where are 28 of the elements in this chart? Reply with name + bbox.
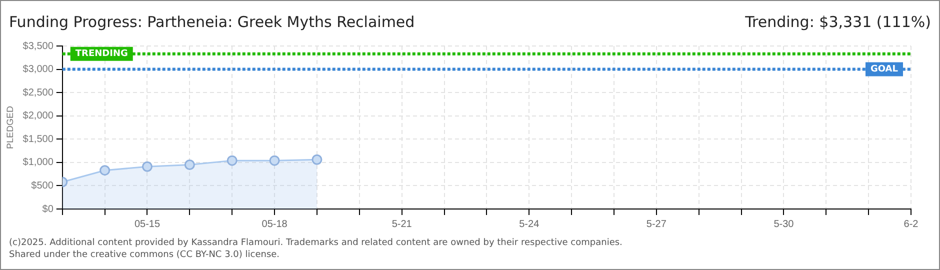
point (142, 161, 152, 172)
x-tick-label: 05-18 (262, 218, 288, 230)
y-tick-label: $2,500 (22, 87, 54, 98)
y-tick-label: $3,000 (22, 64, 54, 76)
chart-title: Funding Progress: Partheneia: Greek Myths Reclaimed (9, 13, 415, 31)
y-tick-label: $500 (31, 180, 54, 192)
text: Trending: $3,331 (111%) (745, 13, 931, 31)
y-tick-label: $1,000 (22, 157, 54, 168)
text: (c)2025. Additional content provided by Kassandra Flamouri. Trademarks and related content are owned by their respective companies. (9, 237, 622, 249)
ref-line-label: TRENDING (75, 49, 128, 60)
x-tick-label: 5-27 (646, 218, 667, 230)
x-tick-label: 5-21 (392, 218, 412, 230)
ref-line-label: GOAL (870, 64, 898, 75)
point (184, 160, 195, 170)
x-tick-label: 5-24 (519, 218, 540, 230)
text: Shared under the creative commons (CC BY-NC 3.0) license. (9, 249, 281, 261)
y-tick-label: $1,500 (22, 134, 54, 145)
y-tick-label: $3,500 (22, 40, 54, 52)
point (269, 155, 280, 166)
point (226, 155, 238, 166)
x-tick-label: 05-15 (134, 218, 160, 230)
point (100, 165, 110, 176)
y-tick-label: $0 (42, 204, 54, 215)
y-tick-label: $2,000 (22, 110, 54, 122)
y-axis-title: PLEDGED (4, 105, 15, 150)
point (312, 154, 322, 165)
x-tick-label: 6-2 (904, 218, 919, 230)
x-tick-label: 5-30 (774, 218, 794, 230)
